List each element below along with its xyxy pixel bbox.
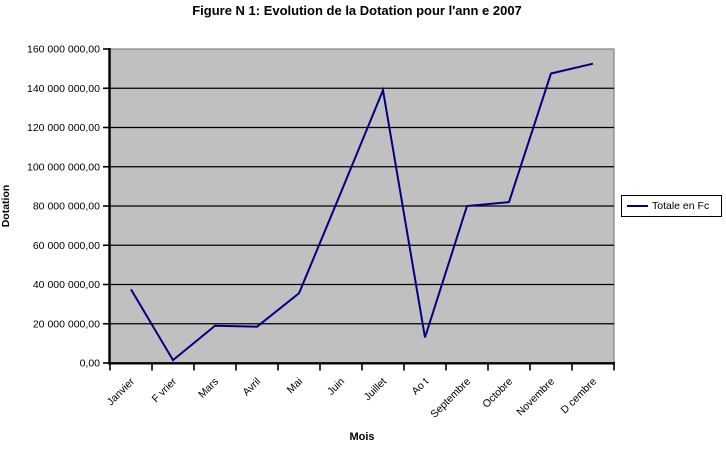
- series-line: [130, 62, 594, 362]
- x-axis-tick-label: Octobre: [480, 376, 515, 411]
- x-axis-tick-label: Avril: [240, 376, 263, 399]
- y-axis-tick-label: 120 000 000,00: [27, 122, 100, 134]
- x-axis-tick-label: D cembre: [558, 376, 599, 417]
- x-axis-tick-label: Janvier: [105, 375, 138, 408]
- x-axis-tick-label: Septembre: [428, 376, 473, 421]
- x-axis-tick-label: Juin: [325, 376, 347, 398]
- y-axis-tick-label: 60 000 000,00: [33, 240, 100, 252]
- x-axis-tick-label: Mai: [285, 376, 305, 396]
- x-axis-title: Mois: [349, 431, 375, 443]
- x-axis-tick-label: Ao t: [409, 376, 431, 398]
- legend-line-sample-icon: [627, 205, 648, 207]
- legend-label: Totale en Fc: [652, 200, 710, 212]
- chart-title: Figure N 1: Evolution de la Dotation pou…: [192, 3, 522, 18]
- y-axis-tick-label: 80 000 000,00: [33, 201, 100, 213]
- y-axis-tick-label: 40 000 000,00: [33, 279, 100, 291]
- y-axis-tick-label: 140 000 000,00: [27, 83, 100, 95]
- x-axis-tick-label: Juillet: [362, 376, 390, 404]
- x-axis-tick-label: F vrier: [150, 375, 180, 405]
- y-axis-tick-label: 20 000 000,00: [33, 318, 100, 330]
- x-axis-tick-label: Novembre: [514, 376, 557, 419]
- legend: Totale en Fc: [621, 195, 722, 217]
- y-axis-tick-label: 100 000 000,00: [27, 161, 100, 173]
- x-axis-tick-label: Mars: [196, 376, 221, 401]
- y-axis-tick-label: 0,00: [80, 358, 101, 370]
- y-axis-tick-label: 160 000 000,00: [27, 44, 100, 56]
